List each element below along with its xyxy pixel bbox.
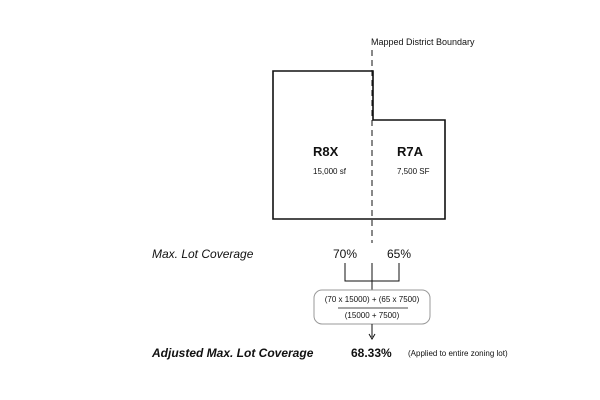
boundary-label: Mapped District Boundary <box>371 37 475 47</box>
district-name-r7a: R7A <box>397 144 424 159</box>
zoning-lot-outline <box>272 70 446 220</box>
max-lot-coverage-label: Max. Lot Coverage <box>152 247 254 261</box>
district-area-r7a: 7,500 SF <box>397 167 430 176</box>
formula-denominator: (15000 + 7500) <box>344 311 400 320</box>
coverage-r7a: 65% <box>387 247 412 261</box>
adjusted-coverage-value: 68.33% <box>351 346 392 360</box>
coverage-r8x: 70% <box>333 247 358 261</box>
district-area-r8x: 15,000 sf <box>313 167 346 176</box>
arrow-head-icon <box>368 333 376 340</box>
adjusted-coverage-note: (Applied to entire zoning lot) <box>408 349 508 358</box>
formula-numerator: (70 x 15000) + (65 x 7500) <box>324 295 420 304</box>
district-name-r8x: R8X <box>313 144 339 159</box>
adjusted-coverage-label: Adjusted Max. Lot Coverage <box>152 346 314 360</box>
coverage-bracket <box>344 263 400 282</box>
